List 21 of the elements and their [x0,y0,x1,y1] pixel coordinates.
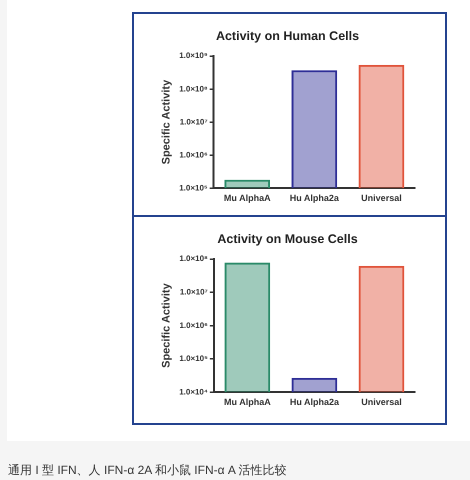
y-tick-label: 1.0×10⁷ [180,117,208,126]
x-tick-label: Universal [361,397,402,408]
y-tick-label: 1.0×10⁸ [179,254,208,264]
text: 通用 I 型 IFN、人 IFN-α 2A 和小鼠 IFN-α A 活性比较 [8,463,287,477]
y-tick-label: 1.0×10⁶ [179,320,208,330]
y-tick-label: 1.0×10⁸ [179,84,208,94]
x-tick-label: Hu Alpha2a [290,193,340,204]
y-tick-label: 1.0×10⁵ [179,354,208,364]
chart-title: Activity on Mouse Cells [217,232,358,246]
y-tick-label: 1.0×10⁵ [179,183,208,192]
y-axis-title: Specific Activity [160,282,173,368]
x-tick-label: Hu Alpha2a [290,397,340,408]
y-tick-label: 1.0×10⁴ [179,387,208,396]
x-tick-label: Mu AlphaA [224,397,272,408]
y-tick-label: 1.0×10⁷ [180,288,208,297]
x-tick-label: Mu AlphaA [224,193,272,204]
y-axis-title: Specific Activity [160,78,173,164]
y-tick-label: 1.0×10⁹ [179,51,208,60]
chart-title: Activity on Human Cells [216,28,360,43]
y-tick-label: 1.0×10⁶ [179,150,208,160]
x-tick-label: Universal [361,193,402,204]
